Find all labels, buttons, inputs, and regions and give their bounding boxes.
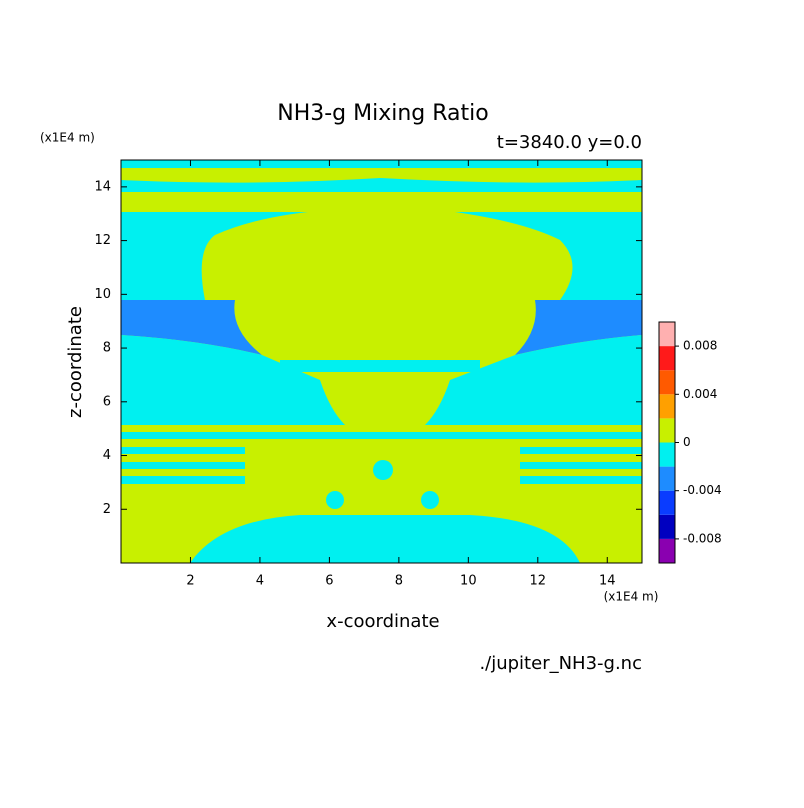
x-tick-label: 12 xyxy=(530,574,547,589)
y-unit: (x1E4 m) xyxy=(40,131,95,145)
colorbar-label: 0 xyxy=(683,435,691,449)
region xyxy=(280,360,480,372)
x-label: x-coordinate xyxy=(326,611,439,632)
colorbar-label: 0.008 xyxy=(683,339,717,353)
colorbar-bin xyxy=(659,514,675,539)
x-tick-label: 10 xyxy=(460,574,477,589)
region xyxy=(121,160,642,168)
chart-subtitle: t=3840.0 y=0.0 xyxy=(497,132,642,153)
region xyxy=(515,300,642,355)
y-tick-label: 10 xyxy=(94,287,111,302)
x-tick-label: 14 xyxy=(599,574,616,589)
colorbar-bin xyxy=(659,370,675,395)
y-label: z-coordinate xyxy=(65,306,86,418)
y-tick-label: 8 xyxy=(103,341,111,356)
region xyxy=(425,335,642,425)
y-tick-label: 2 xyxy=(103,502,111,517)
contour-field xyxy=(121,160,642,563)
colorbar-label: -0.008 xyxy=(683,531,722,545)
plot-frame xyxy=(120,159,643,564)
colorbar-label: 0.004 xyxy=(683,387,717,401)
y-tick-label: 12 xyxy=(94,233,111,248)
colorbar-bin xyxy=(659,322,675,347)
region xyxy=(245,440,520,520)
region xyxy=(373,460,393,480)
x-tick-label: 4 xyxy=(256,574,264,589)
region xyxy=(201,202,573,300)
colorbar-bin xyxy=(659,490,675,515)
region xyxy=(121,178,642,192)
y-tick-label: 4 xyxy=(103,448,111,463)
x-tick-label: 8 xyxy=(395,574,403,589)
colorbar-bin xyxy=(659,442,675,467)
region xyxy=(326,491,344,509)
x-unit: (x1E4 m) xyxy=(604,590,659,604)
colorbar-bin xyxy=(659,346,675,371)
y-tick-label: 14 xyxy=(94,179,111,194)
x-tick-label: 6 xyxy=(325,574,333,589)
colorbar-bin xyxy=(659,538,675,563)
x-tick-label: 2 xyxy=(186,574,194,589)
chart-title: NH3-g Mixing Ratio xyxy=(277,101,489,126)
region xyxy=(121,432,642,439)
colorbar-label: -0.004 xyxy=(683,483,722,497)
region xyxy=(121,300,262,355)
region xyxy=(121,335,345,425)
colorbar-bin xyxy=(659,418,675,443)
source: ./jupiter_NH3-g.nc xyxy=(479,653,642,674)
colorbar-bin xyxy=(659,466,675,491)
colorbar-bin xyxy=(659,394,675,419)
region xyxy=(190,515,580,563)
y-tick-label: 6 xyxy=(103,394,111,409)
region xyxy=(421,491,439,509)
